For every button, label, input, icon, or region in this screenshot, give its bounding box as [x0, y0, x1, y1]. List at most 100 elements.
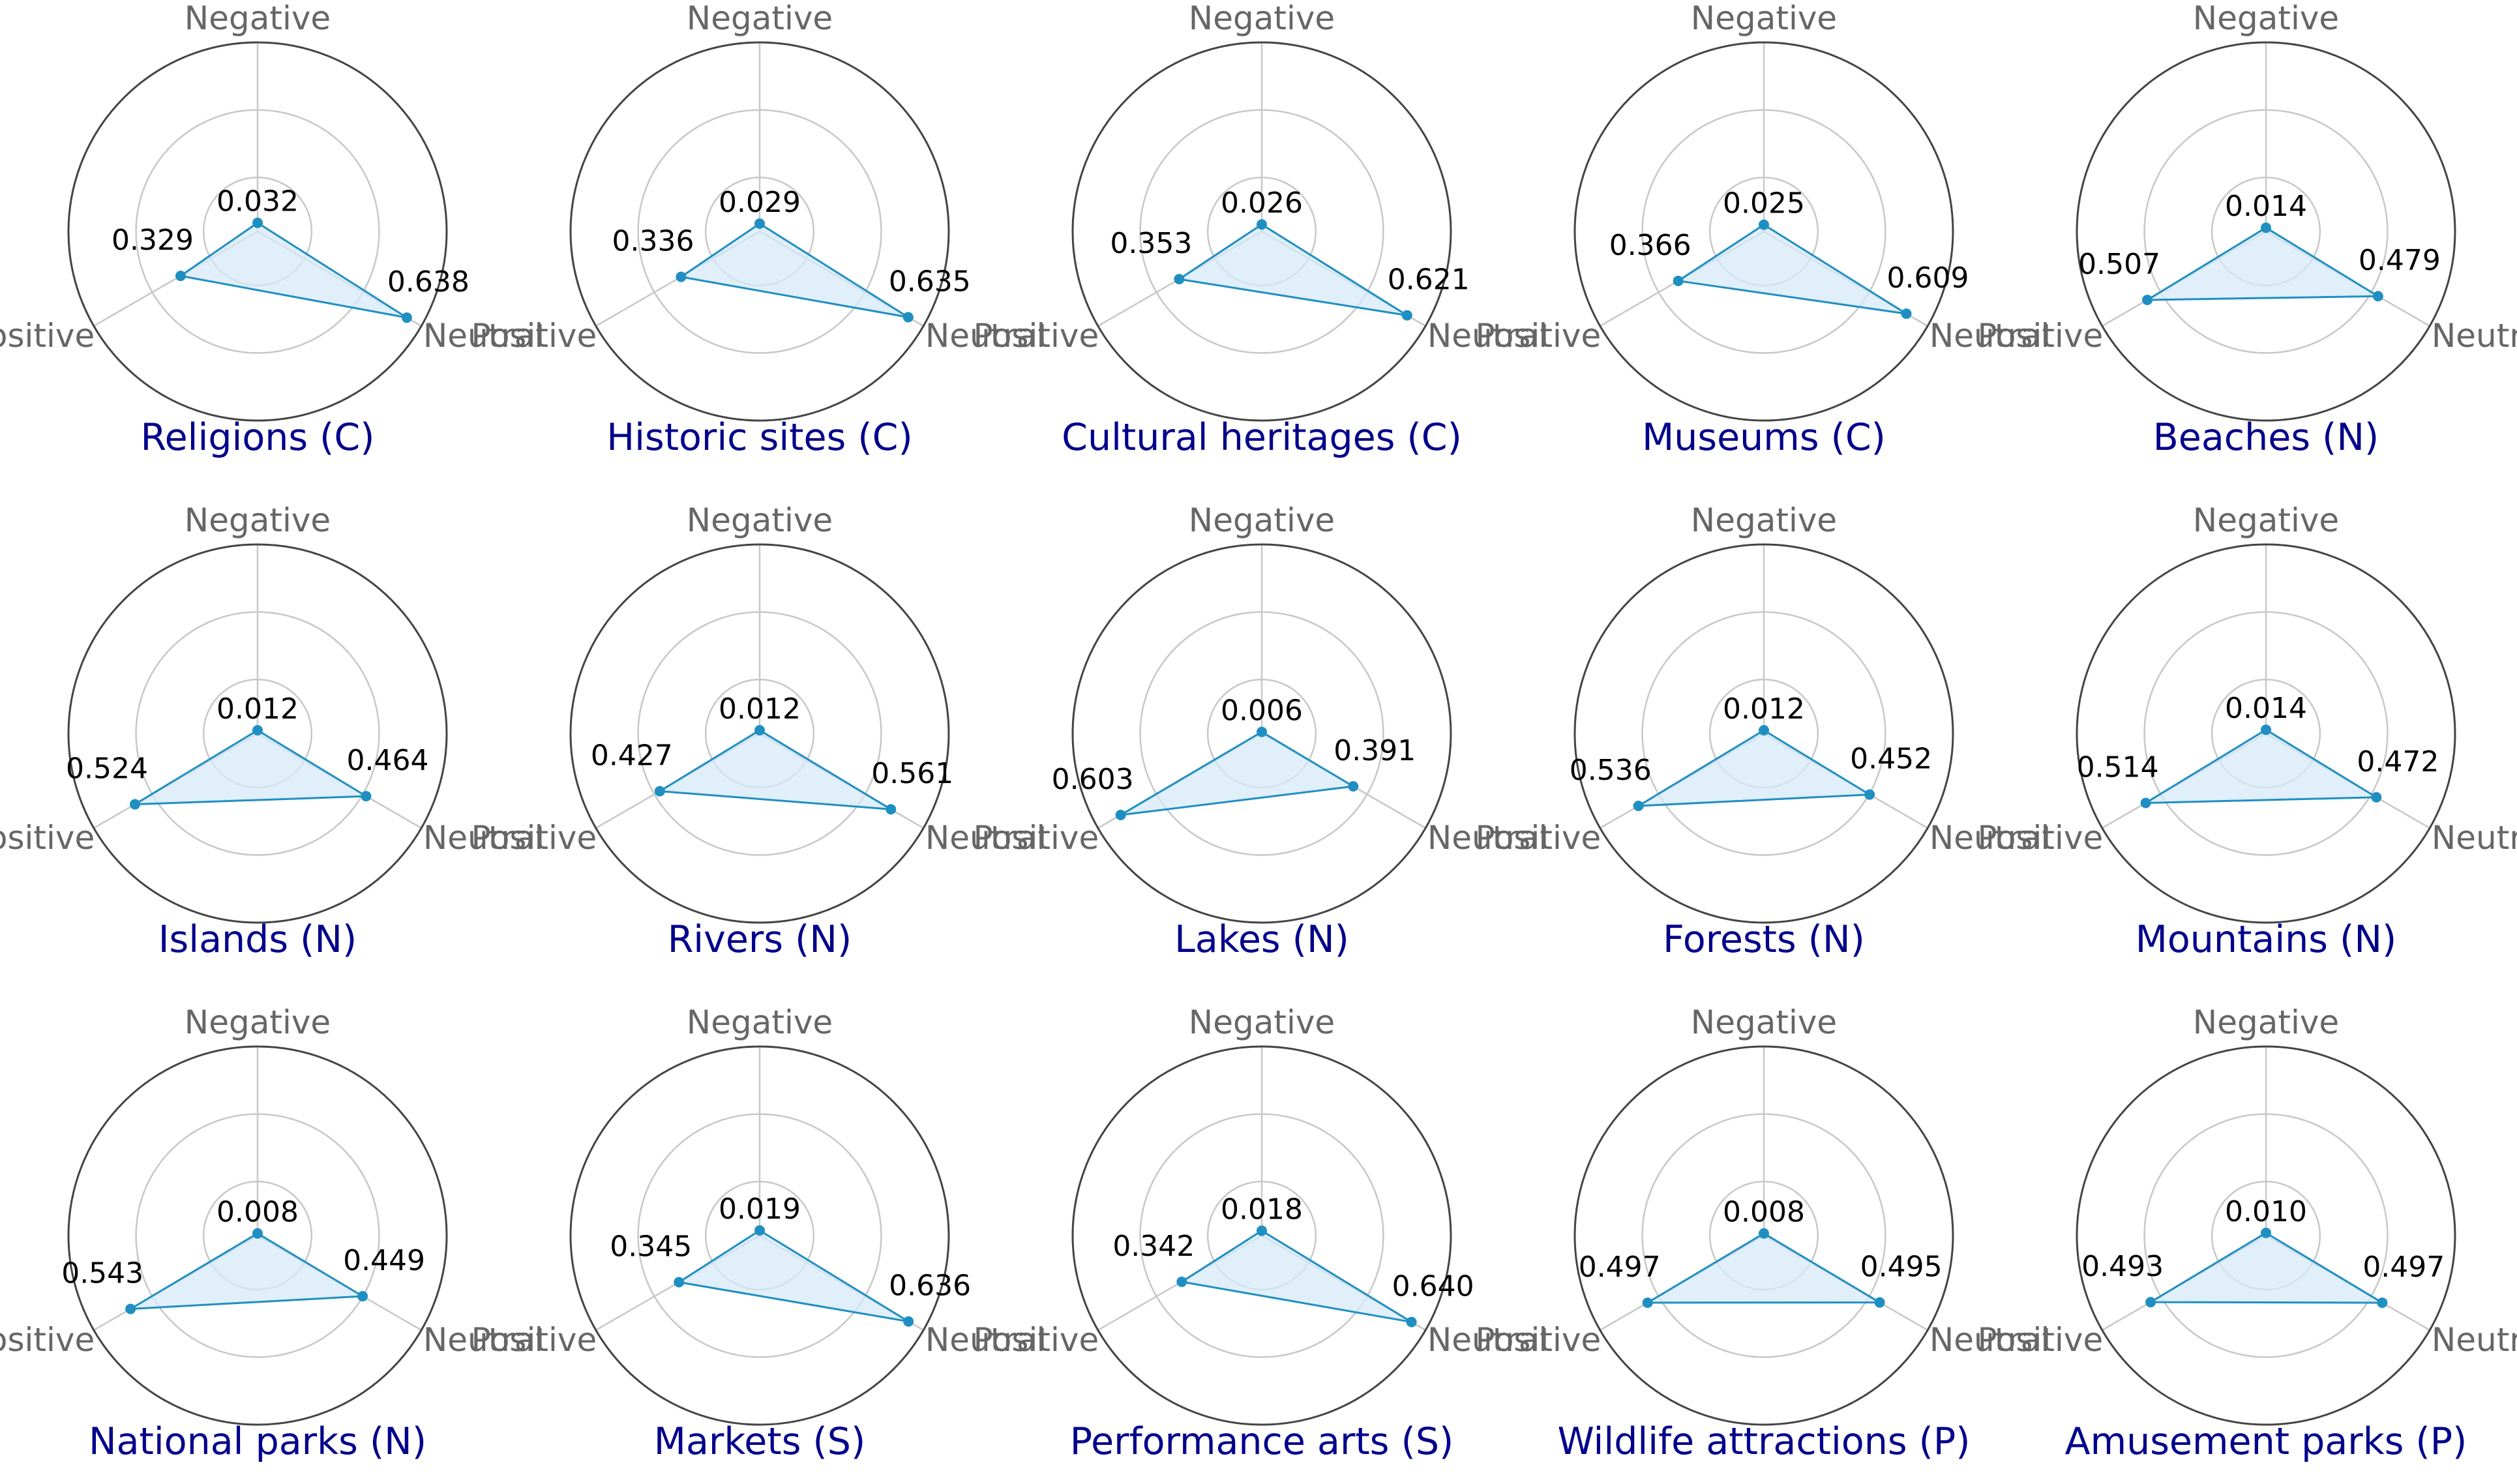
- data-point-positive: [2140, 797, 2151, 809]
- chart-title: Wildlife attractions (P): [1557, 1420, 1970, 1463]
- axis-label-negative: Negative: [1189, 501, 1335, 539]
- outer-ring: [1573, 543, 1954, 924]
- axis-label-negative: Negative: [1691, 1003, 1837, 1041]
- axis-label-neutral: Neutral: [1427, 317, 1548, 355]
- data-point-neutral: [2372, 291, 2383, 302]
- value-label-negative: 0.029: [719, 186, 801, 219]
- axis-label-positive: Positive: [0, 1321, 95, 1359]
- outer-ring: [67, 1045, 448, 1426]
- axis-label-positive: Positive: [973, 1321, 1099, 1359]
- data-point-neutral: [902, 312, 914, 323]
- value-label-positive: 0.493: [2081, 1250, 2164, 1283]
- value-label-neutral: 0.464: [346, 744, 428, 777]
- data-point-neutral: [2377, 1297, 2388, 1308]
- data-point-positive: [129, 799, 140, 810]
- axis-label-neutral: Neutral: [1427, 819, 1548, 857]
- value-label-negative: 0.008: [1723, 1196, 1805, 1229]
- data-point-neutral: [903, 1316, 914, 1327]
- chart-title: Historic sites (C): [606, 416, 912, 459]
- axis-label-neutral: Neutral: [423, 1321, 544, 1359]
- data-point-negative: [1257, 1225, 1267, 1236]
- axis-label-positive: Positive: [1977, 317, 2103, 355]
- value-label-neutral: 0.638: [387, 265, 469, 299]
- value-label-neutral: 0.635: [889, 265, 971, 299]
- value-label-negative: 0.012: [719, 692, 801, 726]
- radar-museums-c: 0.025 0.609 0.366 Negative Neutral Positive Mu…: [1475, 0, 2049, 459]
- axis-label-negative: Negative: [687, 501, 833, 539]
- data-polygon: [129, 1232, 364, 1310]
- value-label-neutral: 0.479: [2359, 244, 2441, 277]
- data-point-positive: [2145, 1297, 2156, 1308]
- outer-ring: [1071, 41, 1452, 422]
- axis-label-neutral: Neutral: [1929, 1321, 2050, 1359]
- radar-cultural-heritages-c: 0.026 0.621 0.353 Negative Neutral Positive Cu…: [973, 0, 1547, 459]
- value-label-neutral: 0.609: [1886, 261, 1969, 295]
- value-label-positive: 0.342: [1112, 1230, 1195, 1263]
- value-label-negative: 0.026: [1221, 186, 1303, 220]
- axis-label-positive: Positive: [471, 317, 597, 355]
- chart-title: Beaches (N): [2153, 416, 2379, 459]
- data-point-negative: [754, 218, 765, 229]
- chart-title: Cultural heritages (C): [1062, 416, 1462, 459]
- axis-label-neutral: Neutral: [423, 317, 544, 355]
- value-label-neutral: 0.497: [2362, 1251, 2445, 1284]
- value-label-positive: 0.543: [61, 1256, 143, 1290]
- axis-label-neutral: Neutral: [925, 819, 1046, 857]
- axis-label-positive: Positive: [471, 819, 597, 857]
- chart-title: Lakes (N): [1174, 918, 1349, 961]
- data-point-positive: [1115, 809, 1126, 820]
- axis-label-positive: Positive: [1977, 819, 2103, 857]
- axis-label-positive: Positive: [1475, 819, 1601, 857]
- data-polygon: [1646, 1232, 1881, 1304]
- chart-title: Markets (S): [654, 1420, 865, 1463]
- axis-label-positive: Positive: [1475, 317, 1601, 355]
- outer-ring: [2076, 543, 2456, 924]
- data-polygon: [1178, 223, 1408, 317]
- data-point-positive: [1174, 274, 1185, 285]
- axis-label-positive: Positive: [1475, 1321, 1601, 1359]
- value-label-positive: 0.353: [1110, 227, 1192, 260]
- radar-beaches-n: 0.014 0.479 0.507 Negative Neutral Positive Be…: [1977, 0, 2517, 459]
- value-label-negative: 0.025: [1723, 187, 1805, 220]
- axis-label-negative: Negative: [2193, 501, 2339, 539]
- value-label-positive: 0.329: [112, 224, 194, 257]
- axis-label-positive: Positive: [0, 819, 95, 857]
- radar-national-parks-n: 0.008 0.449 0.543 Negative Neutral Positive Na…: [0, 1003, 543, 1463]
- data-point-positive: [1673, 275, 1684, 286]
- data-point-positive: [1633, 801, 1644, 812]
- data-point-negative: [754, 1225, 765, 1236]
- value-label-negative: 0.012: [1723, 692, 1805, 726]
- outer-ring: [67, 543, 448, 924]
- data-point-neutral: [886, 804, 897, 815]
- data-point-positive: [654, 786, 665, 797]
- outer-ring: [2076, 1045, 2456, 1426]
- value-label-positive: 0.536: [1570, 754, 1652, 787]
- data-point-negative: [2261, 724, 2271, 735]
- value-label-negative: 0.019: [719, 1193, 801, 1226]
- radar-wildlife-attractions-p: 0.008 0.495 0.497 Negative Neutral Positive Wi…: [1475, 1003, 2049, 1463]
- axis-label-positive: Positive: [973, 819, 1099, 857]
- axis-label-neutral: Neutral: [1427, 1321, 1548, 1359]
- data-point-positive: [1642, 1297, 1653, 1308]
- data-polygon: [1637, 729, 1871, 807]
- data-point-negative: [252, 217, 263, 228]
- axis-label-negative: Negative: [185, 501, 331, 539]
- data-point-negative: [1759, 725, 1769, 736]
- outer-ring: [1573, 1045, 1954, 1426]
- value-label-positive: 0.497: [1579, 1251, 1661, 1284]
- data-point-negative: [1257, 219, 1267, 230]
- axis-label-negative: Negative: [185, 1003, 331, 1041]
- value-label-negative: 0.008: [216, 1196, 299, 1229]
- data-point-neutral: [1874, 1297, 1885, 1308]
- chart-title: Forests (N): [1663, 918, 1865, 961]
- outer-ring: [569, 1045, 950, 1426]
- chart-title: Performance arts (S): [1070, 1420, 1454, 1463]
- axis-label-negative: Negative: [687, 0, 833, 37]
- value-label-positive: 0.366: [1609, 229, 1691, 262]
- data-point-positive: [1176, 1276, 1187, 1287]
- data-polygon: [1180, 1230, 1413, 1324]
- value-label-negative: 0.010: [2225, 1195, 2307, 1228]
- data-polygon: [679, 222, 910, 319]
- data-polygon: [2146, 226, 2379, 301]
